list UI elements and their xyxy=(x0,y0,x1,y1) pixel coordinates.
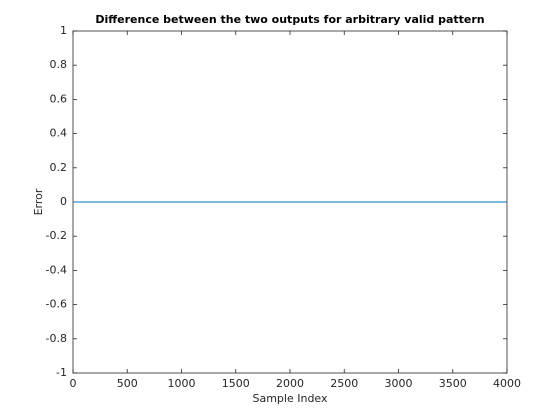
y-tick-label: -0.8 xyxy=(46,332,67,345)
x-tick-label: 4000 xyxy=(493,377,521,390)
y-tick-label: 0.2 xyxy=(50,161,68,174)
y-tick-label: -0.2 xyxy=(46,229,67,242)
y-tick-label: 1 xyxy=(60,24,67,37)
x-axis-label: Sample Index xyxy=(252,392,328,405)
x-tick-label: 500 xyxy=(117,377,138,390)
x-tick-label: 0 xyxy=(70,377,77,390)
y-tick-label: 0 xyxy=(60,195,67,208)
x-tick-label: 2000 xyxy=(276,377,304,390)
y-tick-label: 0.8 xyxy=(50,58,68,71)
y-tick-label: -1 xyxy=(56,366,67,379)
chart-title: Difference between the two outputs for a… xyxy=(95,13,484,26)
y-tick-label: 0.6 xyxy=(50,92,68,105)
x-tick-label: 3500 xyxy=(439,377,467,390)
x-tick-label: 1000 xyxy=(168,377,196,390)
y-tick-label: 0.4 xyxy=(50,127,68,140)
x-tick-label: 1500 xyxy=(222,377,250,390)
x-tick-label: 2500 xyxy=(330,377,358,390)
y-tick-label: -0.4 xyxy=(46,263,67,276)
y-axis-label: Error xyxy=(32,188,45,215)
x-tick-label: 3000 xyxy=(385,377,413,390)
y-tick-label: -0.6 xyxy=(46,298,67,311)
